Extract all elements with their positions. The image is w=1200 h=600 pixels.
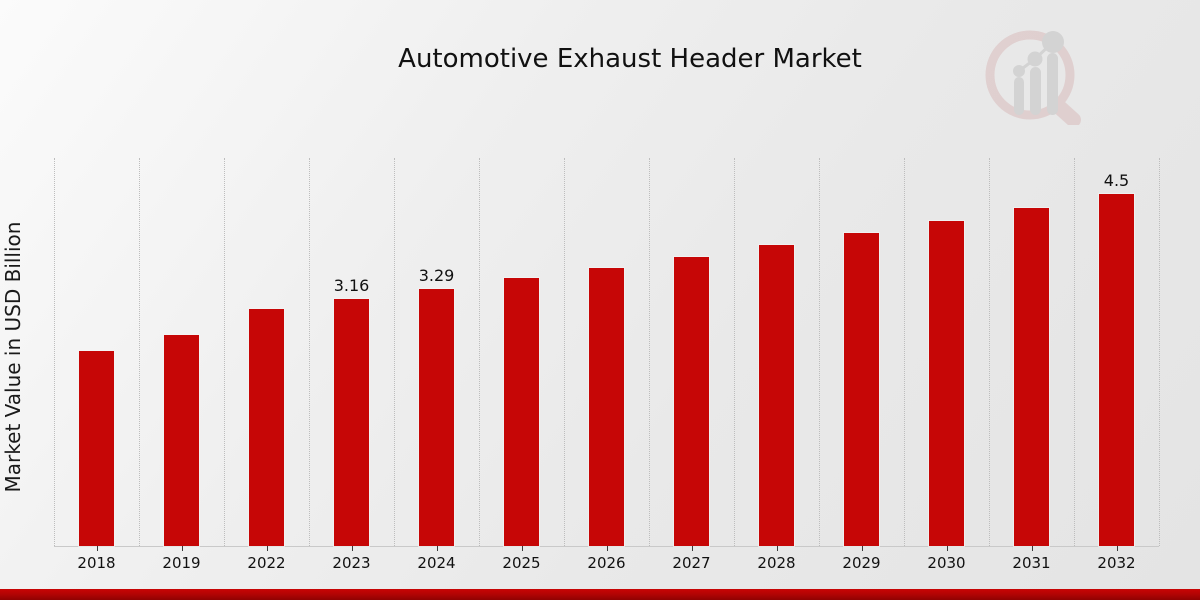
x-axis-tick (181, 546, 183, 551)
gridline (819, 158, 820, 546)
x-axis-tick (266, 546, 268, 551)
gridline (1074, 158, 1075, 546)
bar-2027 (674, 256, 709, 546)
bar-2026 (589, 268, 624, 546)
plot-area: 2018 2019 2022 3.16 2023 3.29 2024 2025 2026 2027… (54, 158, 1160, 572)
bar-2030 (929, 220, 964, 546)
x-tick-label: 2032 (1097, 554, 1136, 572)
x-axis-tick (946, 546, 948, 551)
gridline (904, 158, 905, 546)
x-tick-label: 2028 (757, 554, 796, 572)
x-axis-tick (436, 546, 438, 551)
gridline (564, 158, 565, 546)
x-tick-label: 2031 (1012, 554, 1051, 572)
bar-2031 (1014, 208, 1049, 546)
x-axis-tick (606, 546, 608, 551)
x-tick-label: 2029 (842, 554, 881, 572)
gridline (54, 158, 55, 546)
bar-2028 (759, 244, 794, 546)
bar-2018 (79, 351, 114, 546)
x-axis-tick (351, 546, 353, 551)
bar-2032 (1099, 193, 1134, 546)
x-axis-tick (776, 546, 778, 551)
bar-value-label: 3.16 (333, 275, 370, 295)
x-tick-label: 2022 (247, 554, 286, 572)
x-tick-label: 2025 (502, 554, 541, 572)
x-axis-tick (1031, 546, 1033, 551)
gridline (734, 158, 735, 546)
gridline (479, 158, 480, 546)
x-axis-tick (521, 546, 523, 551)
magnifier-bar-chart-logo-icon (985, 30, 1081, 125)
x-tick-label: 2018 (77, 554, 116, 572)
gridline (139, 158, 140, 546)
gridline (394, 158, 395, 546)
x-tick-label: 2024 (417, 554, 456, 572)
x-tick-label: 2023 (332, 554, 371, 572)
gridline (309, 158, 310, 546)
x-axis-tick (1116, 546, 1118, 551)
bar-value-label: 3.29 (418, 265, 455, 285)
x-tick-label: 2027 (672, 554, 711, 572)
footer-accent-bar (0, 589, 1200, 600)
x-axis-tick (96, 546, 98, 551)
y-axis-label: Market Value in USD Billion (1, 221, 25, 493)
x-tick-label: 2030 (927, 554, 966, 572)
x-axis-tick (861, 546, 863, 551)
bar-value-label: 4.5 (1103, 170, 1130, 190)
gridline (1159, 158, 1160, 546)
x-tick-label: 2026 (587, 554, 626, 572)
bar-2023 (334, 298, 369, 546)
gridline (649, 158, 650, 546)
gridline (224, 158, 225, 546)
gridline (989, 158, 990, 546)
bar-2022 (249, 308, 284, 546)
x-axis-tick (691, 546, 693, 551)
bar-2025 (504, 278, 539, 546)
chart-title: Automotive Exhaust Header Market (398, 44, 862, 74)
x-tick-label: 2019 (162, 554, 201, 572)
bar-2019 (164, 334, 199, 546)
bar-2024 (419, 288, 454, 546)
bar-2029 (844, 233, 879, 546)
